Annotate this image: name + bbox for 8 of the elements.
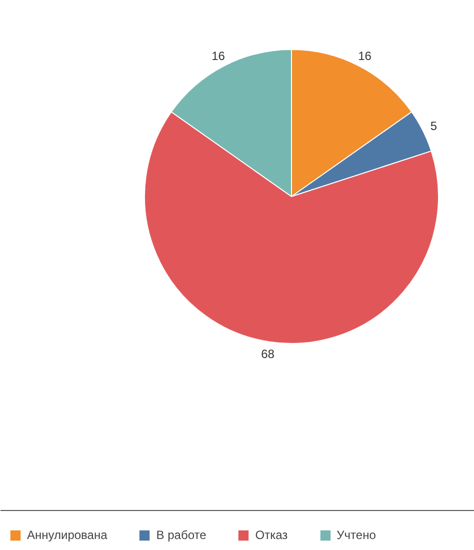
- data-label: 16: [358, 48, 372, 63]
- data-label: 68: [261, 347, 275, 362]
- legend-label: Учтено: [336, 528, 376, 542]
- legend-label: Отказ: [255, 528, 288, 542]
- data-label: 5: [430, 118, 438, 133]
- legend-label: Аннулирована: [27, 528, 108, 542]
- legend-label: В работе: [156, 528, 206, 542]
- data-label: 16: [212, 48, 226, 63]
